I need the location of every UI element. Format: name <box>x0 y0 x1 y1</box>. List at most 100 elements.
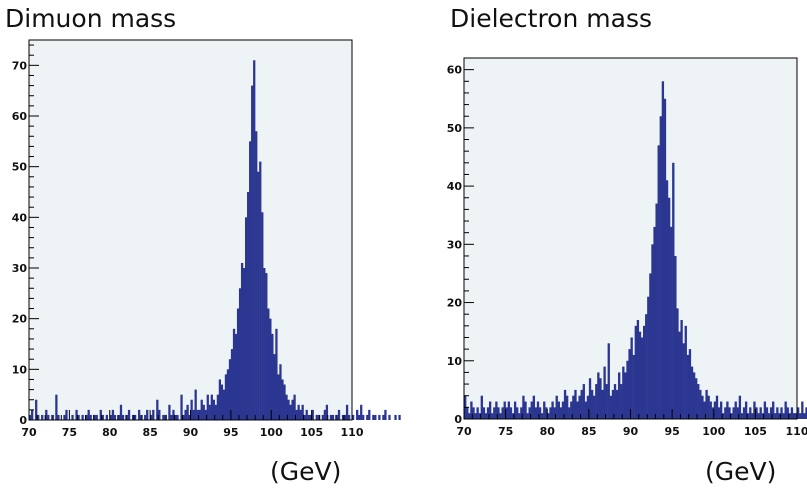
dielectron-bar <box>763 401 767 419</box>
dimuon-bar <box>277 374 280 420</box>
dimuon-bar <box>245 217 248 420</box>
dimuon-bar <box>343 414 347 420</box>
dielectron-bar <box>649 273 652 419</box>
dimuon-bar <box>301 404 304 420</box>
dimuon-bar <box>198 409 201 420</box>
dielectron-bar <box>482 407 486 419</box>
dielectron-bar <box>788 413 792 419</box>
dimuon-bar <box>279 364 282 420</box>
dimuon-bar <box>65 409 68 420</box>
dimuon-bar <box>247 192 250 420</box>
dielectron-bar <box>597 372 600 419</box>
dielectron-bar <box>744 401 748 419</box>
dielectron-bar <box>713 401 717 419</box>
dimuon-bar <box>251 85 254 420</box>
dimuon-bar <box>105 414 108 420</box>
dimuon-bar <box>95 414 98 420</box>
dielectron-bar <box>717 407 721 419</box>
dimuon-bar <box>331 414 335 420</box>
dimuon-bar <box>146 409 149 420</box>
dielectron-bar <box>611 389 615 419</box>
dielectron-bar <box>576 401 579 419</box>
dimuon-y-tick-label: 40 <box>12 211 28 224</box>
dielectron-bar <box>751 413 754 419</box>
dielectron-bar <box>628 349 631 419</box>
dielectron-bar <box>499 413 502 419</box>
dimuon-y-tick-label: 20 <box>12 313 28 326</box>
dimuon-bar <box>222 389 226 420</box>
dielectron-bar <box>478 413 481 419</box>
dielectron-bar <box>568 407 571 419</box>
dimuon-bar <box>253 60 256 421</box>
dimuon-y-tick-label: 60 <box>12 110 28 123</box>
dielectron-bar <box>503 401 506 419</box>
dielectron-bar <box>747 413 750 419</box>
dielectron-y-tick-label: 50 <box>447 122 463 135</box>
dimuon-bar <box>164 414 167 420</box>
dielectron-bar <box>586 395 590 419</box>
dimuon-bar <box>309 414 312 420</box>
dielectron-x-unit: (GeV) <box>705 457 777 486</box>
dimuon-x-tick-label: 90 <box>183 426 199 439</box>
dimuon-bar <box>87 409 90 420</box>
dielectron-bar <box>555 395 558 419</box>
dimuon-bar <box>269 318 272 420</box>
dimuon-bar <box>200 399 203 420</box>
dielectron-bar <box>570 401 573 419</box>
dimuon-bar <box>382 414 385 420</box>
dimuon-bar <box>168 404 171 420</box>
dimuon-bar <box>180 394 183 420</box>
dielectron-bar <box>603 366 606 419</box>
dimuon-bar <box>218 379 222 420</box>
dimuon-bar <box>57 414 60 420</box>
dielectron-bar <box>590 389 594 419</box>
dimuon-bar <box>263 268 266 420</box>
dielectron-bar <box>734 401 737 419</box>
dielectron-bar <box>692 372 696 419</box>
dielectron-bar <box>538 407 542 419</box>
dimuon-bar <box>275 328 278 420</box>
dimuon-bar <box>341 414 345 420</box>
dielectron-bar <box>736 407 739 419</box>
dimuon-bar <box>372 414 375 420</box>
dimuon-bar <box>398 414 401 420</box>
dielectron-bar <box>634 325 637 419</box>
dielectron-x-tick-label: 75 <box>498 425 513 438</box>
dimuon-bar <box>261 212 264 420</box>
dimuon-bar <box>71 414 74 420</box>
dimuon-bar <box>109 414 113 420</box>
dimuon-bar <box>267 308 270 420</box>
dielectron-bar <box>545 407 548 419</box>
dimuon-bar <box>176 414 179 420</box>
dielectron-bar <box>709 401 712 419</box>
dimuon-bar <box>212 399 215 420</box>
dimuon-bar <box>362 414 365 420</box>
dielectron-bar <box>651 244 654 419</box>
dielectron-y-tick-label: 40 <box>447 180 463 193</box>
dielectron-bar <box>799 413 802 419</box>
dielectron-bar <box>495 401 498 419</box>
dielectron-bar <box>632 354 635 419</box>
dimuon-bar <box>374 414 377 420</box>
dielectron-bar <box>488 401 492 419</box>
dielectron-y-tick-label: 0 <box>454 413 462 426</box>
dielectron-bar <box>622 366 625 419</box>
dimuon-bar <box>356 409 359 420</box>
dielectron-bar <box>501 407 504 419</box>
dielectron-bar <box>755 407 758 419</box>
dielectron-bar <box>532 395 536 419</box>
dielectron-bar <box>657 145 660 419</box>
dimuon-x-tick-label: 105 <box>300 426 323 439</box>
dielectron-bar <box>601 389 604 419</box>
dimuon-bar <box>119 404 123 420</box>
dielectron-bar <box>684 325 687 419</box>
dimuon-bar <box>283 384 286 420</box>
dimuon-bar <box>384 409 387 420</box>
dimuon-x-tick-label: 100 <box>260 426 283 439</box>
dielectron-bar <box>518 413 521 419</box>
dielectron-bar <box>638 331 642 419</box>
dimuon-bar <box>345 404 349 420</box>
dielectron-bar <box>618 372 621 419</box>
dimuon-bar <box>29 414 32 420</box>
dimuon-bar <box>285 394 288 420</box>
